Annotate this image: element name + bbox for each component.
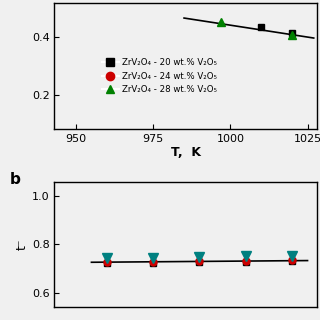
X-axis label: T,  K: T, K	[171, 147, 201, 159]
Text: b: b	[10, 172, 21, 187]
Legend: ZrV₂O₄ - 20 wt.% V₂O₅, ZrV₂O₄ - 24 wt.% V₂O₅, ZrV₂O₄ - 28 wt.% V₂O₅: ZrV₂O₄ - 20 wt.% V₂O₅, ZrV₂O₄ - 24 wt.% …	[98, 54, 220, 98]
Y-axis label: t⁻: t⁻	[16, 239, 29, 250]
